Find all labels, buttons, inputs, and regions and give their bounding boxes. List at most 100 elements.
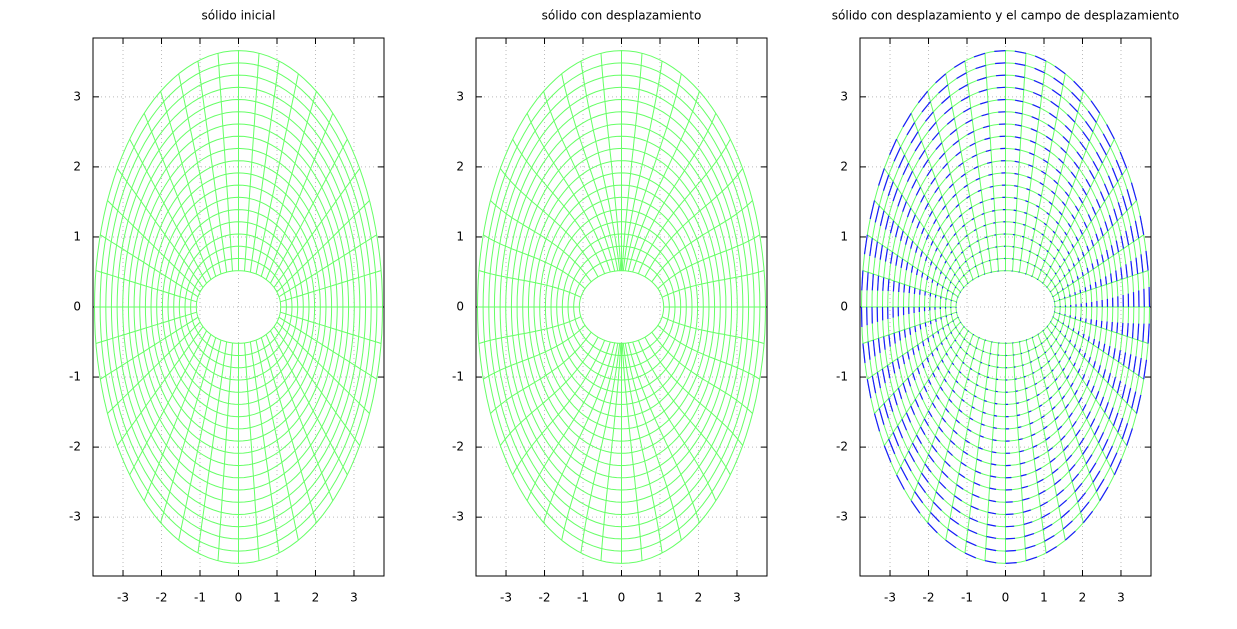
displacement-arrow [907, 377, 912, 387]
displacement-arrow [927, 379, 932, 385]
x-tick-label: -2 [156, 591, 168, 605]
displacement-arrow [1122, 195, 1128, 211]
displacement-arrow [1077, 257, 1080, 262]
mesh-spoke [499, 168, 599, 278]
mesh-spoke [178, 73, 222, 275]
displacement-arrow [987, 161, 992, 164]
displacement-arrow [955, 380, 959, 384]
displacement-arrow [1005, 562, 1017, 564]
displacement-arrow [1085, 121, 1094, 133]
displacement-arrow [932, 334, 935, 338]
displacement-arrow [1014, 148, 1021, 151]
displacement-arrow [973, 52, 986, 58]
displacement-arrow [1034, 382, 1038, 386]
displacement-arrow [968, 206, 973, 210]
displacement-arrow [1060, 147, 1067, 154]
mesh-spoke [637, 340, 731, 476]
displacement-arrow [893, 146, 902, 162]
displacement-arrow [917, 90, 929, 104]
displacement-arrow [1086, 379, 1090, 387]
displacement-arrow [916, 221, 921, 229]
mesh-spoke [260, 337, 317, 523]
displacement-arrow [905, 412, 912, 423]
mesh-spoke [269, 330, 348, 476]
mesh-spoke [107, 200, 201, 293]
displacement-arrow [1055, 168, 1062, 175]
displacement-arrow [920, 251, 923, 257]
displacement-arrow [967, 428, 972, 432]
displacement-arrow [1088, 357, 1091, 363]
displacement-arrow [1070, 382, 1074, 388]
mesh-spoke [561, 343, 619, 541]
mesh-spoke [483, 234, 586, 290]
displacement-arrow [1109, 452, 1118, 468]
displacement-arrow [1032, 91, 1042, 97]
displacement-arrow [935, 266, 938, 270]
displacement-arrow [980, 361, 983, 364]
displacement-arrow [1115, 159, 1123, 176]
displacement-arrow [941, 95, 951, 104]
x-tick-label: 3 [1117, 591, 1125, 605]
mesh-spoke [637, 138, 731, 274]
displacement-arrow [966, 540, 977, 547]
displacement-arrow [954, 339, 957, 342]
displacement-arrow [1101, 438, 1109, 452]
x-tick-label: -2 [539, 591, 551, 605]
displacement-arrow [950, 250, 953, 254]
displacement-arrow [1086, 245, 1090, 252]
displacement-arrow [1041, 170, 1047, 175]
displacement-arrow [1034, 67, 1045, 74]
displacement-arrow [928, 121, 937, 132]
displacement-arrow [947, 370, 951, 374]
displacement-arrow [1107, 175, 1114, 189]
displacement-arrow [1126, 428, 1133, 446]
displacement-arrow [1046, 250, 1049, 253]
displacement-arrow [1082, 446, 1089, 455]
displacement-arrow [941, 417, 947, 423]
x-tick-label: 0 [235, 591, 243, 605]
displacement-arrow [957, 242, 960, 245]
displacement-arrow [1074, 389, 1078, 396]
displacement-arrow [902, 201, 907, 212]
displacement-arrow [925, 111, 934, 122]
displacement-arrow [882, 277, 885, 291]
displacement-arrow [945, 337, 948, 340]
displacement-arrow [987, 511, 997, 515]
displacement-arrow [935, 491, 945, 500]
displacement-arrow [1100, 320, 1103, 328]
displacement-arrow [1080, 501, 1090, 513]
mesh-spoke [100, 316, 199, 380]
displacement-arrow [1050, 345, 1053, 348]
displacement-arrow [869, 200, 876, 220]
displacement-arrow [1058, 386, 1062, 391]
displacement-arrow [891, 361, 896, 374]
displacement-arrow [989, 487, 997, 490]
x-tick-label: 1 [273, 591, 281, 605]
displacement-arrow [1034, 216, 1038, 219]
displacement-arrow [1112, 348, 1116, 359]
displacement-arrow [1053, 257, 1056, 260]
displacement-arrow [962, 286, 965, 289]
displacement-arrow [1038, 244, 1042, 247]
displacement-arrow [1071, 473, 1080, 482]
displacement-arrow [977, 446, 983, 450]
displacement-arrow [919, 426, 926, 435]
displacement-arrow [1059, 344, 1062, 347]
displacement-arrow [887, 181, 894, 196]
displacement-arrow [955, 354, 958, 357]
displacement-arrow [1083, 221, 1088, 229]
y-tick-label: -3 [452, 510, 464, 524]
displacement-arrow [874, 241, 878, 258]
mesh-spoke [490, 331, 592, 414]
mesh-spoke [143, 334, 212, 501]
displacement-arrow [877, 275, 880, 291]
displacement-arrow [983, 399, 987, 402]
displacement-arrow [1082, 187, 1088, 196]
displacement-arrow [1005, 525, 1015, 528]
displacement-arrow [939, 254, 943, 258]
displacement-arrow [996, 86, 1006, 89]
displacement-arrow [871, 273, 874, 291]
displacement-arrow [881, 368, 886, 384]
displacement-arrow [1095, 233, 1099, 242]
displacement-arrow [1099, 279, 1102, 287]
